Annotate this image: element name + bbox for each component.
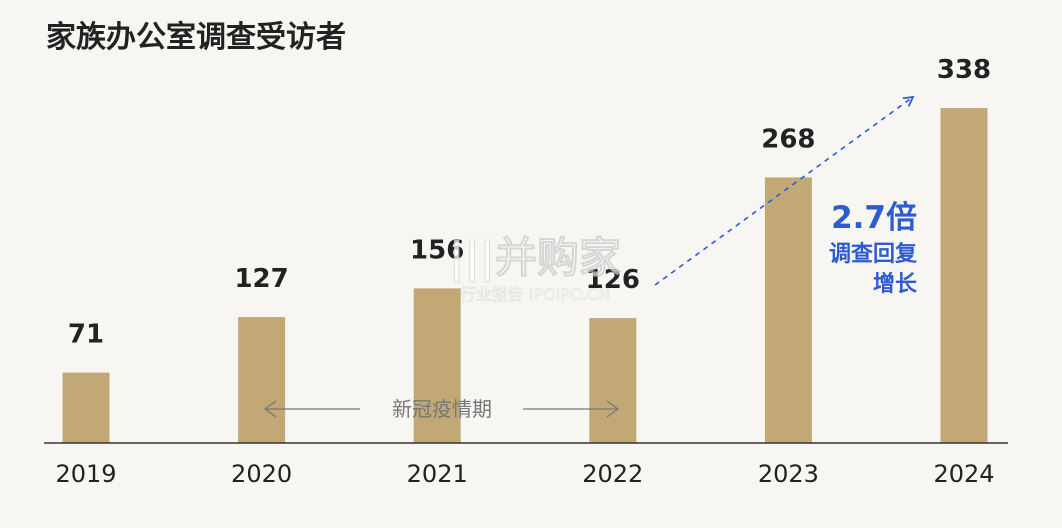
- value-label-2021: 156: [410, 235, 464, 265]
- watermark: |||并购家 行业报告 IPOIPO.CN: [449, 233, 622, 305]
- watermark-line1: |||并购家: [449, 233, 621, 282]
- x-tick-labels-group: 2019 2020 2021 2022 2023 2024: [55, 460, 994, 488]
- bar-2023: [764, 177, 812, 443]
- growth-multiplier: 2.7倍: [831, 200, 917, 236]
- covid-right-arrowhead-icon: [606, 400, 620, 418]
- growth-trend-dashed-arrow: [654, 95, 915, 286]
- x-tick-label-2019: 2019: [55, 460, 116, 488]
- x-tick-label-2021: 2021: [407, 460, 468, 488]
- value-label-2019: 71: [68, 320, 104, 350]
- value-labels-group: 71 127 156 126 268 338: [68, 55, 991, 350]
- watermark-line2: 行业报告 IPOIPO.CN: [460, 285, 611, 304]
- bars-group: [62, 108, 988, 443]
- x-tick-label-2024: 2024: [933, 460, 994, 488]
- x-tick-label-2020: 2020: [231, 460, 292, 488]
- bar-2021: [413, 288, 461, 443]
- growth-label-line1: 调查回复: [829, 241, 918, 267]
- covid-period-label: 新冠疫情期: [392, 397, 492, 421]
- growth-annotation: 2.7倍 调查回复 增长: [829, 200, 918, 297]
- x-tick-label-2022: 2022: [582, 460, 643, 488]
- value-label-2024: 338: [937, 55, 991, 85]
- x-tick-label-2023: 2023: [758, 460, 819, 488]
- bar-2022: [589, 318, 637, 443]
- growth-label-line2: 增长: [873, 271, 918, 297]
- chart-title: 家族办公室调查受访者: [46, 20, 346, 55]
- covid-left-arrowhead-icon: [263, 400, 277, 418]
- bar-2019: [62, 372, 110, 443]
- value-label-2020: 127: [234, 264, 288, 294]
- covid-period-annotation: 新冠疫情期: [263, 397, 620, 421]
- value-label-2023: 268: [761, 124, 815, 154]
- bar-2020: [238, 317, 286, 443]
- bar-2024: [940, 108, 988, 443]
- value-label-2022: 126: [586, 265, 640, 295]
